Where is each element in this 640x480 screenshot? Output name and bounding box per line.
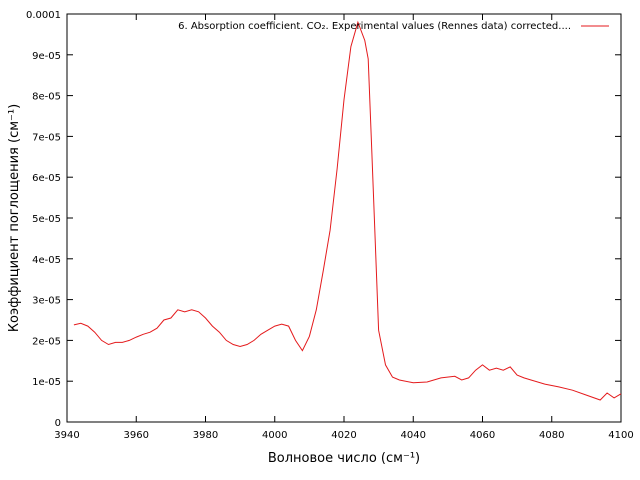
data-line: [73, 20, 622, 401]
x-tick-label: 4000: [262, 430, 287, 441]
y-tick-label: 0: [55, 418, 61, 429]
x-tick-label: 3940: [54, 430, 79, 441]
y-tick-label: 3e-05: [32, 296, 61, 307]
x-tick-label: 4060: [470, 430, 495, 441]
x-tick-label: 4100: [608, 430, 633, 441]
y-tick-label: 6e-05: [32, 173, 61, 184]
x-tick-label: 4080: [539, 430, 564, 441]
y-tick-label: 5e-05: [32, 214, 61, 225]
x-tick-label: 4040: [401, 430, 426, 441]
x-tick-label: 3980: [193, 430, 218, 441]
y-tick-label: 4e-05: [32, 255, 61, 266]
y-tick-label: 9e-05: [32, 51, 61, 62]
y-tick-label: 7e-05: [32, 132, 61, 143]
x-axis-label: Волновое число (см⁻¹): [268, 451, 420, 466]
y-tick-label: 8e-05: [32, 92, 61, 103]
legend-label: 6. Absorption coefficient. CO₂. Experime…: [178, 21, 571, 32]
y-tick-label: 1e-05: [32, 377, 61, 388]
x-tick-label: 4020: [331, 430, 356, 441]
plot-frame: [66, 13, 622, 423]
y-tick-label: 0.0001: [26, 10, 61, 21]
x-tick-label: 3960: [124, 430, 149, 441]
y-tick-label: 2e-05: [32, 336, 61, 347]
y-axis-label: Коэффициент поглощения (см⁻¹): [7, 104, 22, 332]
